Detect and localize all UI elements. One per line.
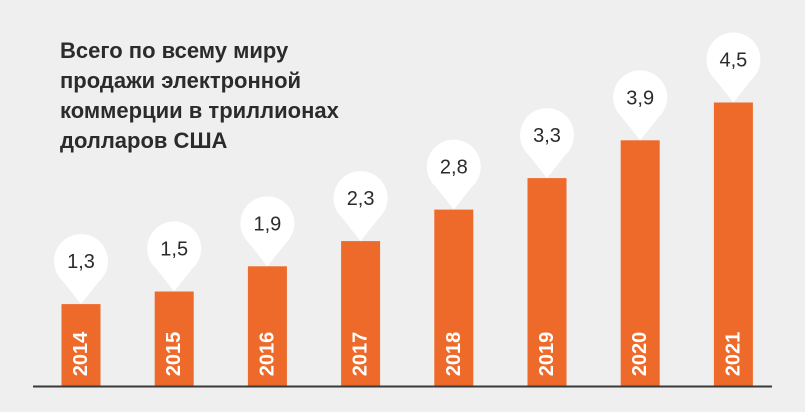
data-label: 2,8	[440, 157, 468, 179]
value-marker	[147, 221, 202, 292]
x-tick-label: 2014	[70, 331, 92, 376]
x-tick-label: 2020	[629, 332, 651, 377]
value-marker	[333, 171, 388, 242]
x-tick-label: 2015	[163, 332, 185, 377]
data-label: 1,3	[67, 251, 95, 273]
value-marker	[706, 32, 761, 103]
value-marker	[53, 234, 108, 305]
chart-bar	[247, 266, 287, 386]
value-marker	[613, 70, 668, 141]
value-marker	[240, 196, 295, 267]
data-label: 3,3	[533, 125, 561, 147]
x-tick-label: 2019	[536, 332, 558, 377]
chart-bar	[61, 304, 101, 386]
data-label: 3,9	[626, 87, 654, 109]
chart-bar	[527, 178, 567, 386]
x-tick-label: 2016	[256, 332, 278, 377]
x-tick-label: 2018	[443, 332, 465, 377]
data-label: 4,5	[719, 50, 747, 72]
chart-bar	[154, 291, 194, 386]
chart-bar	[341, 241, 381, 386]
chart-bar	[620, 140, 660, 386]
data-label: 1,9	[253, 213, 281, 235]
value-marker	[520, 108, 575, 179]
data-label: 1,5	[160, 239, 188, 261]
chart-title: Всего по всему миру продажи электронной …	[60, 38, 339, 153]
chart-bar	[434, 209, 474, 386]
x-tick-label: 2021	[722, 332, 744, 377]
chart-bar	[713, 102, 753, 386]
value-marker	[426, 139, 481, 210]
x-tick-label: 2017	[350, 332, 372, 377]
data-label: 2,3	[347, 188, 375, 210]
